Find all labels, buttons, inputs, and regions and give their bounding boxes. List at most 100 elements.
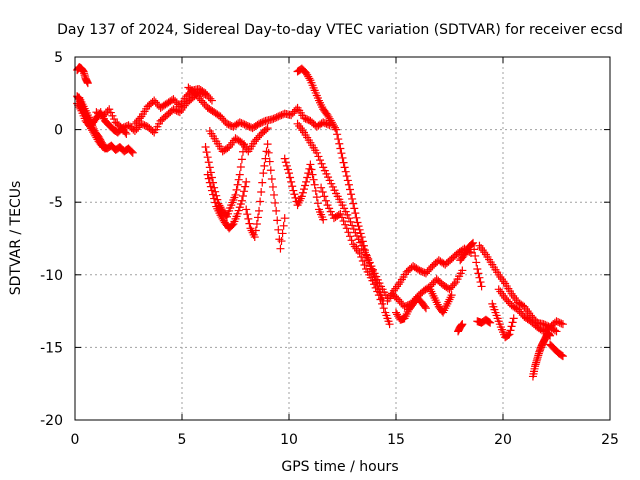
grid-lines (75, 57, 610, 420)
data-point (362, 251, 371, 260)
data-point (267, 174, 276, 183)
data-point (341, 220, 350, 229)
data-point (347, 236, 356, 245)
data-point (333, 130, 342, 139)
data-point (349, 225, 358, 234)
data-point (558, 352, 567, 361)
data-point (316, 156, 325, 165)
x-tick-label: 0 (71, 432, 80, 448)
data-point (470, 245, 479, 254)
series-seg-l (280, 154, 328, 224)
data-point (207, 96, 216, 105)
data-point (206, 94, 215, 103)
data-point (256, 197, 265, 206)
data-point (328, 182, 337, 191)
data-point (319, 215, 328, 224)
data-point (351, 228, 360, 237)
data-point (330, 186, 339, 195)
data-point (323, 201, 332, 210)
data-point (341, 167, 350, 176)
data-point (486, 318, 495, 327)
data-point (305, 74, 314, 83)
data-point (272, 206, 281, 215)
data-point (356, 238, 365, 247)
series-seg-t (456, 238, 486, 291)
data-point (244, 214, 253, 223)
data-point (236, 200, 245, 209)
data-point (261, 125, 270, 134)
data-point (135, 114, 144, 123)
data-point (353, 218, 362, 227)
data-point (276, 244, 285, 253)
data-point (345, 232, 354, 241)
data-point (344, 214, 353, 223)
data-point (331, 123, 340, 132)
series-seg-k (205, 124, 272, 156)
data-point (243, 210, 252, 219)
data-point (342, 224, 351, 233)
data-point (261, 154, 270, 163)
data-point (373, 287, 382, 296)
data-point (234, 175, 243, 184)
series-seg-j (242, 140, 289, 253)
data-point (368, 265, 377, 274)
data-points (73, 63, 567, 381)
data-point (280, 154, 289, 163)
data-point (505, 330, 514, 339)
data-point (350, 204, 359, 213)
x-tick-label: 10 (280, 432, 298, 448)
data-point (476, 278, 485, 287)
data-point (338, 153, 347, 162)
data-point (357, 241, 366, 250)
data-point (253, 213, 262, 222)
data-point (450, 279, 459, 288)
data-point (240, 187, 249, 196)
data-point (83, 79, 92, 88)
data-point (274, 225, 283, 234)
data-point (557, 319, 566, 328)
x-tick-label: 20 (494, 432, 512, 448)
y-tick-label: 0 (54, 123, 63, 139)
data-point (251, 226, 260, 235)
data-point (105, 105, 114, 114)
data-point (371, 283, 380, 292)
data-point (110, 115, 119, 124)
series-seg-s (426, 285, 456, 317)
data-point (343, 210, 352, 219)
series-seg-n (293, 119, 392, 303)
series-seg-v (473, 315, 495, 327)
data-point (303, 173, 312, 182)
data-point (301, 181, 310, 190)
data-point (421, 304, 430, 313)
data-point (241, 182, 250, 191)
y-tick-label: 5 (54, 50, 63, 66)
data-point (307, 165, 316, 174)
data-point (376, 295, 385, 304)
data-point (326, 207, 335, 216)
data-point (485, 317, 494, 326)
data-point (318, 188, 327, 197)
y-tick-label: -5 (49, 195, 63, 211)
data-point (128, 148, 137, 157)
data-point (277, 237, 286, 246)
data-point (359, 245, 368, 254)
data-point (336, 144, 345, 153)
data-point (337, 149, 346, 158)
data-point (320, 192, 329, 201)
data-point (504, 331, 513, 340)
data-point (313, 199, 322, 208)
data-point (321, 196, 330, 205)
data-point (336, 209, 345, 218)
data-point (209, 190, 218, 199)
data-point (347, 190, 356, 199)
data-point (210, 194, 219, 203)
data-point (370, 280, 379, 289)
data-point (268, 182, 277, 191)
data-point (206, 182, 215, 191)
data-point (259, 169, 268, 178)
series-seg-u (454, 320, 467, 336)
data-point (236, 162, 245, 171)
data-point (374, 291, 383, 300)
data-point (477, 282, 486, 291)
data-point (471, 251, 480, 260)
